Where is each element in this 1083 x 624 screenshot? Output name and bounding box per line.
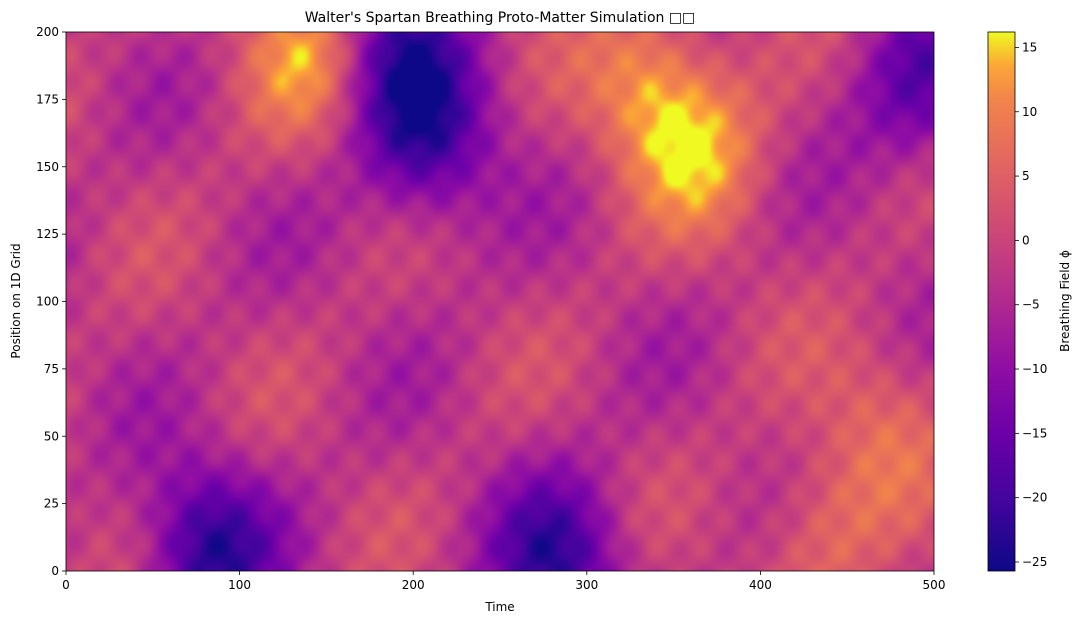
y-tick-label: 175 — [36, 92, 59, 106]
x-axis: 0 100 200 300 400 500 — [62, 571, 945, 592]
colorbar-tick-label: −15 — [1022, 426, 1047, 440]
y-tick-label: 50 — [44, 429, 59, 443]
chart-title: Walter's Spartan Breathing Proto-Matter … — [305, 10, 696, 26]
y-tick-label: 75 — [44, 362, 59, 376]
y-tick-label: 150 — [36, 160, 59, 174]
colorbar-label: Breathing Field ϕ — [1058, 250, 1072, 352]
colorbar-tick-label: −10 — [1022, 362, 1047, 376]
y-tick-label: 100 — [36, 295, 59, 309]
x-tick-label: 200 — [402, 578, 425, 592]
heatmap-area — [66, 32, 934, 571]
colorbar-tick-label: 0 — [1022, 233, 1030, 247]
x-tick-label: 500 — [923, 578, 946, 592]
y-tick-label: 200 — [36, 25, 59, 39]
colorbar — [987, 31, 1016, 572]
colorbar-tick-label: 15 — [1022, 40, 1037, 54]
x-tick-label: 100 — [228, 578, 251, 592]
y-axis-label: Position on 1D Grid — [9, 243, 23, 358]
y-axis: 0 25 50 75 100 125 150 175 200 — [36, 25, 66, 578]
y-tick-label: 0 — [51, 564, 59, 578]
colorbar-tick-label: −5 — [1022, 298, 1040, 312]
colorbar-tick-label: 10 — [1022, 105, 1037, 119]
colorbar-ticks: −25 −20 −15 −10 −5 0 5 10 15 — [1015, 40, 1047, 569]
colorbar-tick-label: −25 — [1022, 555, 1047, 569]
colorbar-tick-label: −20 — [1022, 491, 1047, 505]
colorbar-tick-label: 5 — [1022, 169, 1030, 183]
x-tick-label: 0 — [62, 578, 70, 592]
x-tick-label: 300 — [575, 578, 598, 592]
y-tick-label: 125 — [36, 227, 59, 241]
heatmap-image — [66, 32, 934, 571]
x-axis-label: Time — [484, 600, 514, 614]
y-tick-label: 25 — [44, 497, 59, 511]
x-tick-label: 400 — [749, 578, 772, 592]
